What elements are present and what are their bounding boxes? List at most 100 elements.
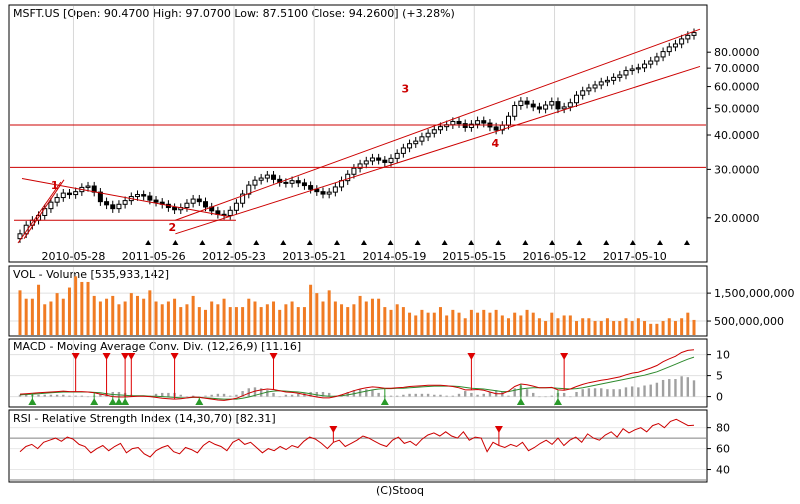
histogram-bar	[309, 391, 312, 397]
histogram-bar	[161, 392, 164, 397]
volume-bar	[290, 301, 294, 335]
histogram-bar	[408, 393, 411, 397]
histogram-bar	[501, 391, 504, 397]
x-tick-label: 2010-05-28	[42, 250, 106, 263]
candle-body	[586, 87, 592, 92]
candle-body	[301, 182, 307, 187]
histogram-bar	[457, 393, 461, 397]
candle-body	[536, 106, 542, 110]
volume-bar	[117, 304, 121, 335]
volume-bar	[494, 309, 498, 335]
volume-bar	[630, 321, 634, 335]
histogram-bar	[464, 391, 467, 397]
volume-bar	[420, 309, 424, 335]
histogram-bar	[575, 391, 578, 397]
volume-bar	[482, 309, 486, 335]
histogram-bar	[538, 396, 541, 398]
volume-bar	[667, 318, 671, 335]
volume-bar	[185, 304, 189, 335]
candle-body	[357, 163, 363, 169]
candle-body	[66, 192, 72, 196]
sell-marker	[121, 353, 130, 360]
volume-bar	[253, 301, 257, 335]
histogram-bar	[389, 395, 393, 397]
histogram-bar	[253, 387, 257, 397]
histogram-bar	[661, 379, 665, 397]
volume-bar	[568, 315, 572, 335]
volume-bar	[544, 321, 548, 335]
rsi-line	[19, 418, 695, 458]
volume-bar	[259, 307, 263, 335]
volume-bar	[18, 290, 22, 335]
volume-bar	[438, 307, 442, 335]
histogram-bar	[18, 394, 22, 397]
flag-marker	[360, 240, 367, 245]
histogram-bar	[668, 379, 671, 397]
volume-bar	[673, 321, 677, 335]
candle-body	[431, 129, 437, 134]
volume-bar	[519, 315, 523, 335]
volume-bar	[222, 298, 226, 335]
buy-marker	[195, 398, 204, 405]
sell-marker	[560, 353, 569, 360]
sell-marker	[329, 426, 338, 433]
volume-bar	[432, 312, 436, 335]
volume-bar	[49, 301, 53, 335]
candle-body	[524, 100, 530, 105]
y-tick-label: 40.0000	[714, 129, 760, 142]
candle-body	[530, 103, 536, 108]
volume-bar	[272, 301, 276, 335]
buy-marker	[516, 398, 525, 405]
histogram-bar	[290, 394, 294, 397]
candle-body	[48, 201, 54, 210]
volume-bar	[80, 281, 84, 335]
histogram-bar	[544, 396, 547, 398]
candle-body	[23, 224, 29, 235]
histogram-bar	[593, 388, 597, 397]
flag-marker	[199, 240, 206, 245]
y-tick-label: 30.0000	[714, 163, 760, 176]
candle-body	[258, 177, 264, 181]
histogram-bar	[470, 392, 473, 397]
candle-body	[308, 185, 314, 190]
histogram-bar	[346, 391, 349, 397]
volume-bar	[556, 318, 560, 335]
y-tick-label: 0	[716, 391, 723, 404]
histogram-bar	[525, 389, 529, 397]
volume-bar	[154, 301, 158, 335]
candle-body	[654, 56, 660, 62]
volume-bar	[166, 301, 170, 335]
candle-body	[184, 202, 190, 209]
histogram-bar	[222, 393, 226, 397]
volume-bar	[105, 298, 109, 335]
volume-bar	[599, 321, 603, 335]
histogram-bar	[612, 389, 615, 397]
candle-body	[617, 74, 623, 78]
volume-bar	[302, 307, 306, 335]
candle-body	[666, 46, 672, 53]
volume-bar	[395, 304, 399, 335]
histogram-bar	[229, 395, 232, 397]
volume-bar	[612, 321, 616, 335]
histogram-bar	[532, 392, 535, 397]
volume-bar	[426, 312, 430, 335]
candle-body	[141, 194, 147, 197]
volume-bar	[67, 287, 71, 335]
volume-bar	[340, 304, 344, 335]
histogram-bar	[43, 394, 46, 397]
flag-marker	[656, 240, 663, 245]
volume-bar	[173, 298, 177, 335]
histogram-bar	[198, 396, 201, 398]
candle-body	[17, 233, 23, 240]
candle-body	[271, 174, 277, 180]
y-tick-label: 1,500,000,000	[714, 287, 794, 300]
volume-bar	[500, 315, 504, 335]
candle-body	[685, 34, 691, 40]
y-tick-label: 10	[716, 349, 730, 362]
histogram-bar	[377, 392, 380, 397]
histogram-bar	[433, 394, 436, 397]
histogram-bar	[630, 386, 634, 397]
candle-body	[425, 132, 431, 138]
flag-marker	[683, 240, 690, 245]
